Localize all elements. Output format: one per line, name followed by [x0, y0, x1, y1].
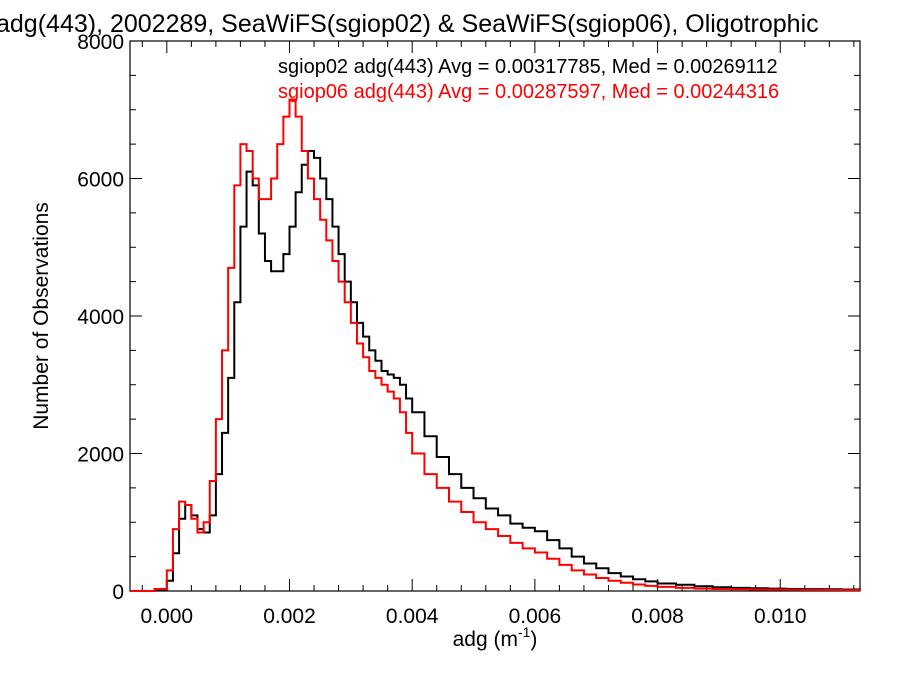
x-tick-label: 0.010 [754, 605, 807, 628]
axis-ticks: 0.000 0.002 0.004 0.006 0.008 0.010 0 2000 4000 6… [77, 31, 860, 628]
series-line-sgiop02 [130, 150, 861, 592]
x-tick-label: 0.002 [263, 605, 316, 628]
x-tick-label: 0.004 [386, 605, 439, 628]
stats-annotation-sgiop02: sgiop02 adg(443) Avg = 0.00317785, Med =… [278, 56, 778, 78]
x-axis-label: adg (m-1) [453, 624, 538, 651]
x-tick-label: 0.000 [141, 605, 194, 628]
y-tick-label: 4000 [77, 306, 124, 329]
x-axis-label-main: adg (m [453, 628, 518, 651]
x-axis-label-close: ) [530, 628, 537, 651]
y-axis-label: Number of Observations [30, 202, 53, 430]
series-line-sgiop06 [130, 98, 861, 592]
x-axis-label-exponent: -1 [518, 624, 531, 640]
chart-title: adg(443), 2002289, SeaWiFS(sgiop02) & Se… [0, 10, 819, 38]
stats-annotation-sgiop06: sgiop06 adg(443) Avg = 0.00287597, Med =… [278, 81, 779, 103]
x-tick-label: 0.006 [509, 605, 562, 628]
series-group [130, 98, 861, 592]
y-tick-label: 2000 [77, 444, 124, 467]
y-tick-label: 0 [112, 581, 124, 604]
y-tick-label: 6000 [77, 169, 124, 192]
y-tick-label: 8000 [77, 31, 124, 54]
x-tick-label: 0.008 [631, 605, 684, 628]
